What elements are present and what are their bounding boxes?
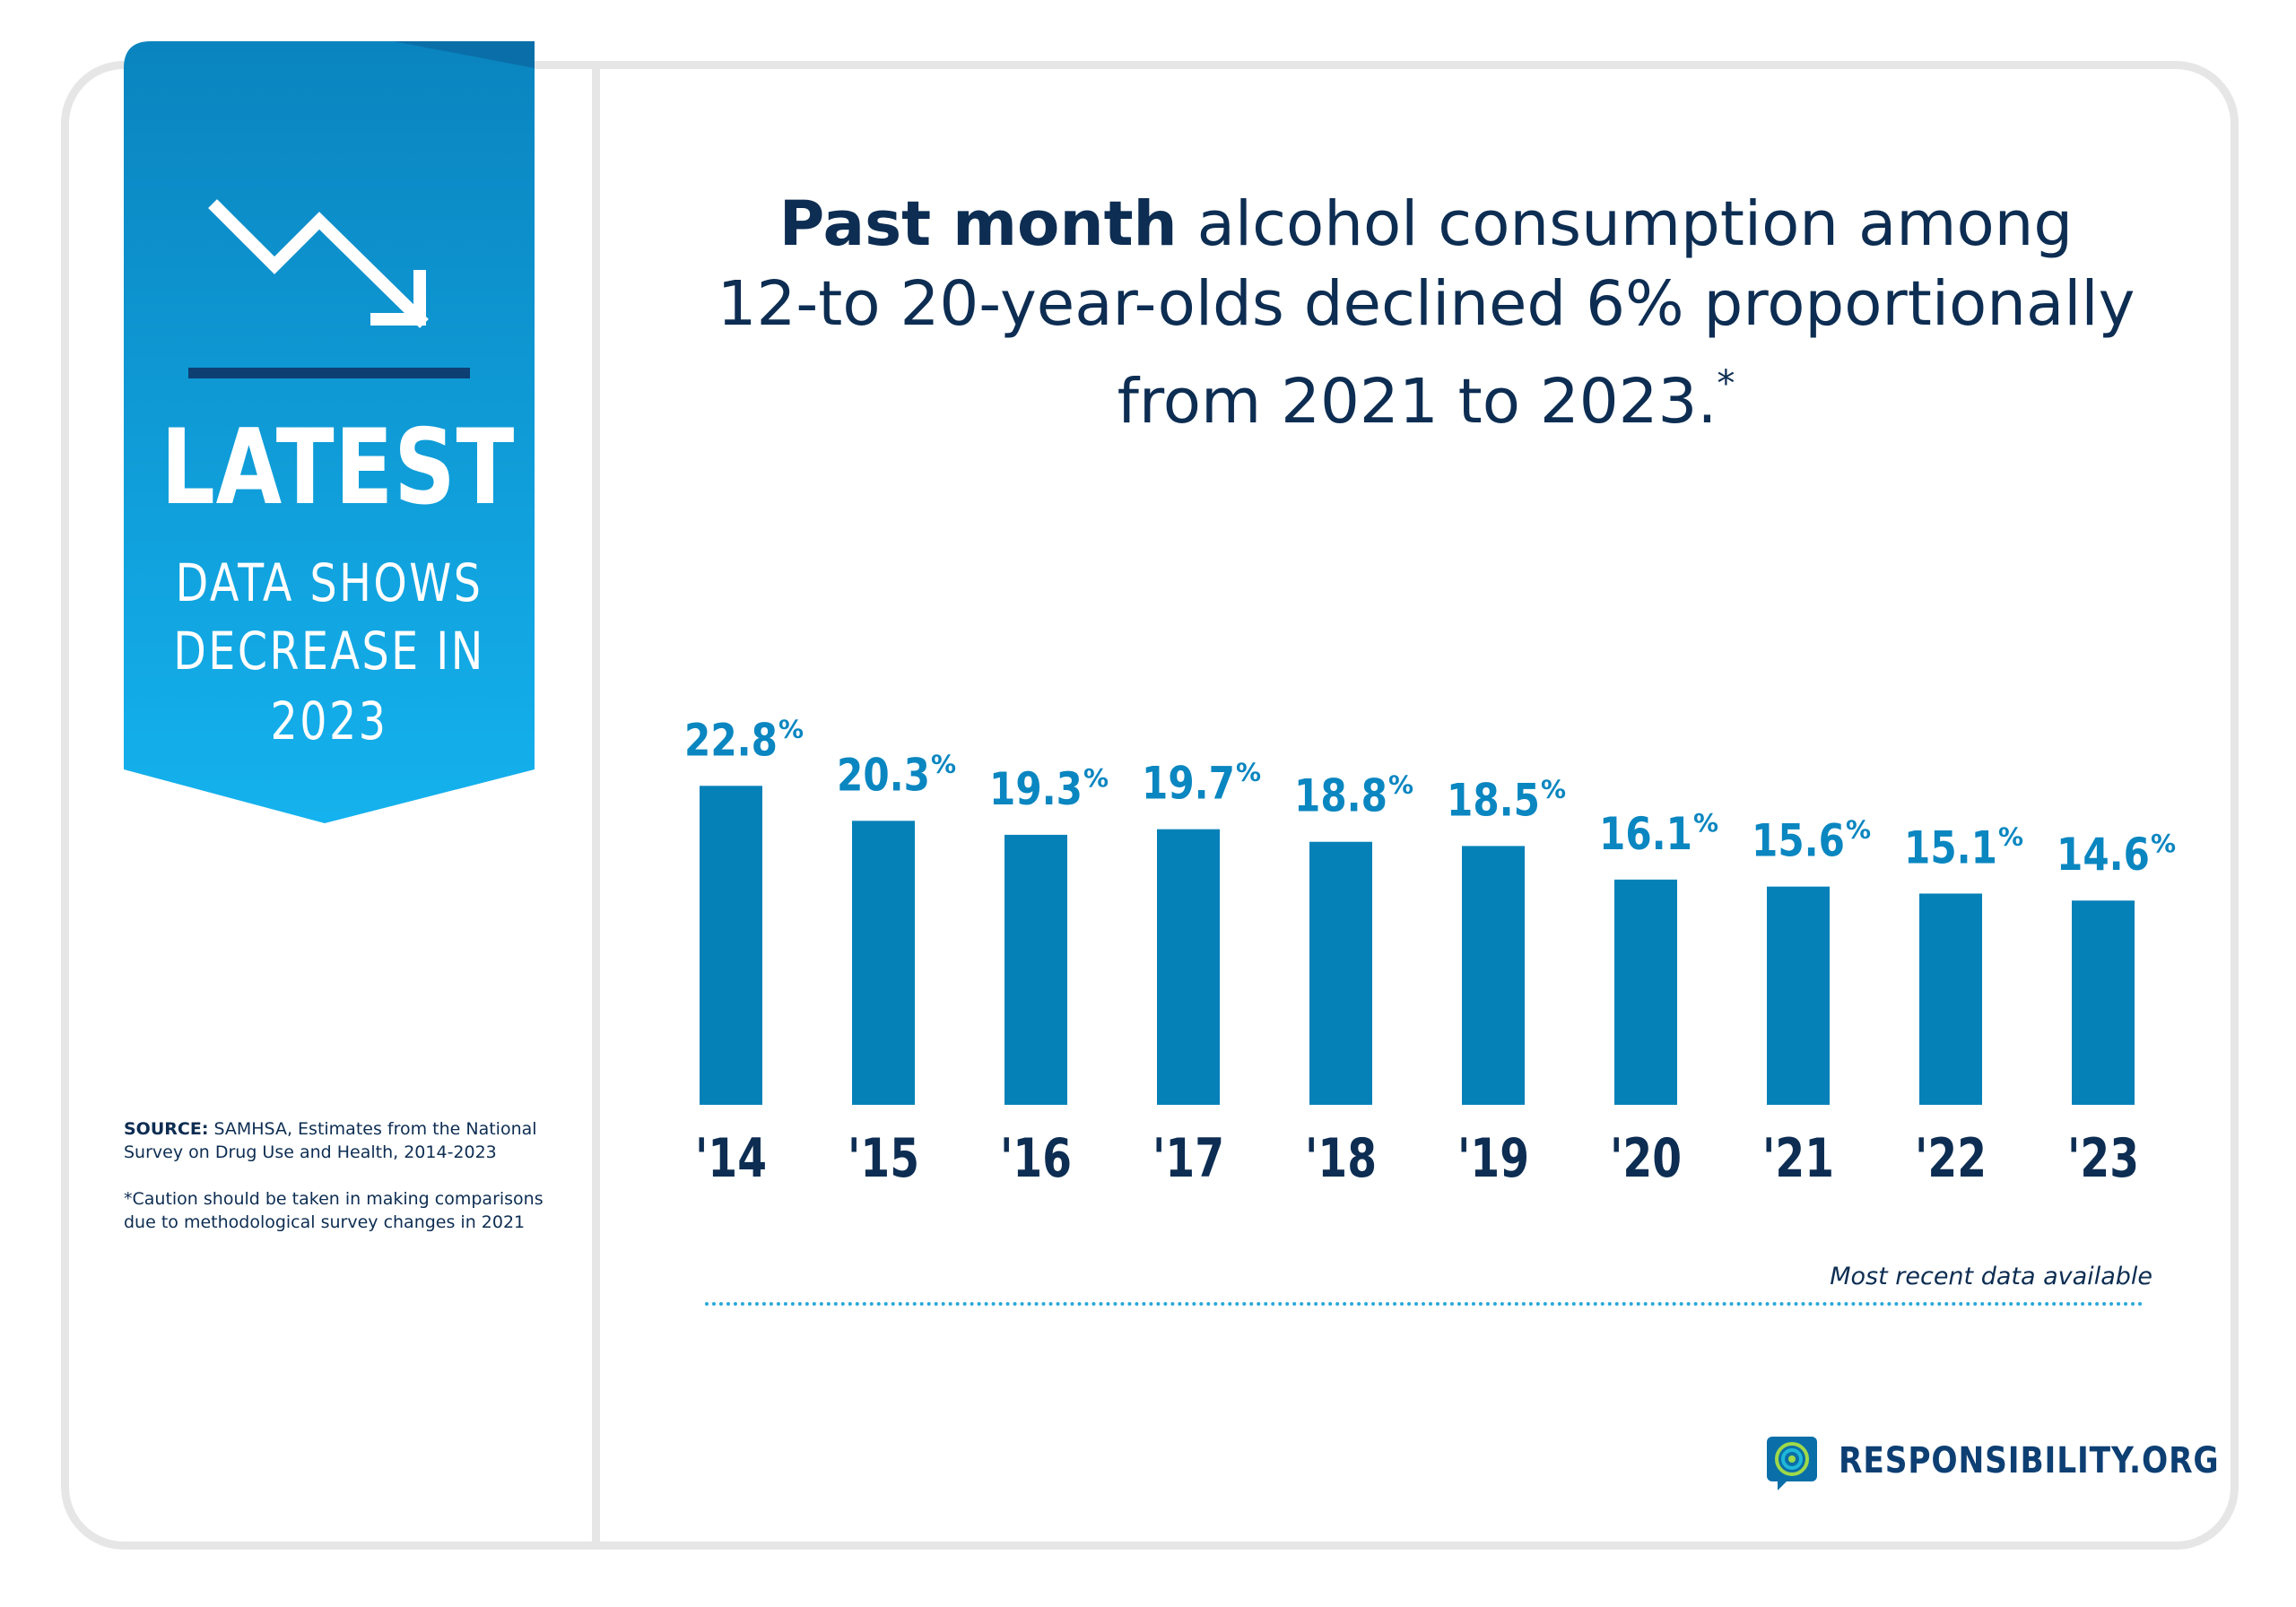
year-label-6: '20 [1610,1127,1682,1190]
trend-down-arrow-icon [208,199,429,328]
source-text: SAMHSA, Estimates from the National Surv… [124,1119,537,1162]
caution-note: *Caution should be taken in making compa… [124,1189,544,1232]
bar-9 [2072,900,2135,1105]
bar-2 [1004,834,1067,1105]
value-label-3: 19.7 [1142,758,1235,810]
year-label-1: '15 [848,1127,919,1190]
bar-6 [1614,879,1677,1105]
footnote-mark: * [1717,363,1735,404]
value-label-5: 18.5 [1447,774,1540,826]
year-label-3: '17 [1152,1127,1224,1190]
banner-ribbon [124,41,535,823]
percent-sign-1: % [931,749,956,778]
logo-text: RESPONSIBILITY.ORG [1839,1440,2220,1481]
page-title: Past month alcohol consumption among 12-… [619,185,2233,442]
title-rest: alcohol consumption among [1177,188,2074,260]
banner-line-1: DATA SHOWS [175,552,483,613]
percent-sign-8: % [1998,821,2023,851]
percent-sign-5: % [1541,774,1566,804]
recent-data-note: Most recent data available [1830,1263,2152,1290]
bar-8 [1919,893,1982,1105]
bar-7 [1767,886,1830,1105]
year-label-5: '19 [1457,1127,1529,1190]
value-label-1: 20.3 [837,749,930,801]
value-label-4: 18.8 [1294,770,1387,822]
dotted-rule [705,1302,2144,1306]
percent-sign-4: % [1388,770,1413,800]
year-label-8: '22 [1915,1127,1987,1190]
title-line-3: from 2021 to 2023.* [619,344,2233,442]
source-label: SOURCE: [124,1119,209,1139]
bar-0 [700,786,762,1105]
title-line-2: 12-to 20-year-olds declined 6% proportio… [717,268,2135,340]
year-label-2: '16 [1000,1127,1072,1190]
percent-sign-0: % [778,714,804,743]
source-note: SOURCE: SAMHSA, Estimates from the Natio… [124,1117,554,1164]
value-label-7: 15.6 [1752,815,1845,867]
year-label-7: '21 [1762,1127,1834,1190]
bar-4 [1309,841,1372,1105]
value-label-9: 14.6 [2057,829,2150,881]
percent-sign-9: % [2151,829,2176,858]
percent-sign-2: % [1083,763,1109,793]
year-label-9: '23 [2067,1127,2139,1190]
percent-sign-6: % [1693,808,1718,838]
target-speech-bubble-icon [1767,1437,1817,1490]
banner-line-2: DECREASE IN [173,621,485,682]
banner-line-3: 2023 [270,691,388,751]
title-bold: Past month [778,188,1178,260]
panel-divider [592,65,600,1542]
bar-1 [852,821,915,1105]
value-label-0: 22.8 [684,714,778,766]
value-label-8: 15.1 [1904,821,1997,873]
percent-sign-3: % [1236,758,1261,787]
bar-5 [1462,846,1525,1105]
value-label-6: 16.1 [1599,808,1692,860]
latest-banner: LATEST DATA SHOWS DECREASE IN 2023 [124,41,535,823]
title-line-3-text: from 2021 to 2023. [1117,366,1718,438]
title-line-1: Past month alcohol consumption among [619,185,2233,265]
year-label-4: '18 [1305,1127,1377,1190]
bar-3 [1157,829,1220,1105]
year-label-0: '14 [695,1127,767,1190]
banner-headline: LATEST [161,407,516,528]
percent-sign-7: % [1846,815,1871,845]
banner-rule [188,368,470,378]
value-label-2: 19.3 [989,763,1083,815]
